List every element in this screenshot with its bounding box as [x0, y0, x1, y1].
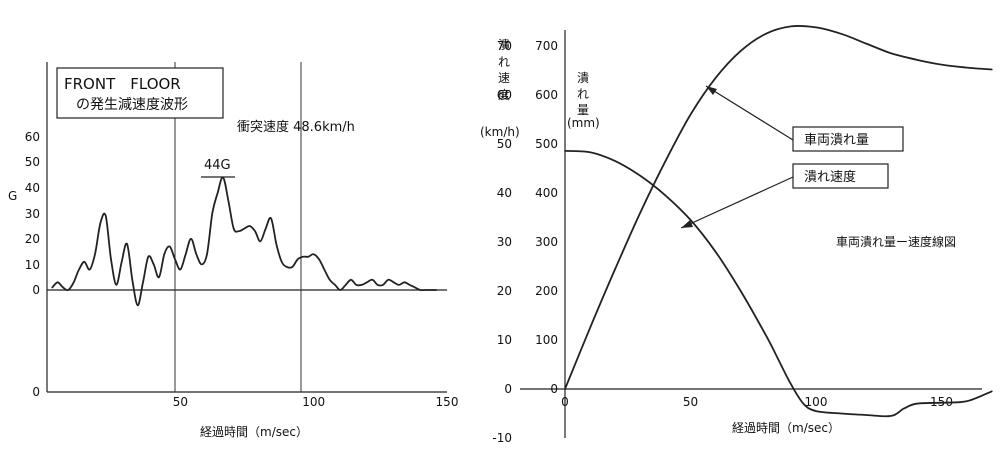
left-y-tick-label: 0 — [32, 283, 40, 297]
right-y1-tick-label: 10 — [497, 333, 512, 347]
right-y1-tick-label: 20 — [497, 284, 512, 298]
right-y1-tick-label: 50 — [497, 137, 512, 151]
crush-speed-axis-label-part: 速 — [498, 71, 510, 85]
left-x-axis-label: 経過時間（m/sec） — [200, 425, 308, 439]
peak-label: 44G — [204, 158, 231, 173]
chart-subtitle: の発生減速度波形 — [76, 96, 188, 113]
left-y-axis-label: G — [8, 189, 17, 203]
right-y2-tick-label: 600 — [535, 88, 558, 102]
crush-amount-series-line — [564, 25, 993, 390]
left-y-tick-label: 20 — [25, 232, 40, 246]
crush-speed-axis-label-part: れ — [498, 55, 510, 69]
crush-amount-axis-label-part: 量 — [577, 103, 589, 117]
right-x-axis-label: 経過時間（m/sec） — [732, 421, 840, 435]
title-box — [56, 67, 224, 119]
right-y2-tick-label: 100 — [535, 333, 558, 347]
right-y1-tick-label: -10 — [492, 431, 512, 445]
left-x-tick-label: 100 — [302, 395, 325, 409]
right-x-tick-label: 0 — [561, 395, 569, 409]
chart-title: FRONT FLOOR — [64, 75, 181, 93]
crush-speed-arrowhead — [681, 220, 693, 228]
collision-speed-annotation: 衝突速度 48.6km/h — [237, 119, 355, 135]
right-x-tick-label: 50 — [683, 395, 698, 409]
crush-speed-axis-label-part: 度 — [498, 87, 510, 102]
right-y2-tick-label: 200 — [535, 284, 558, 298]
crush-speed-axis-label-part: 潰 — [498, 38, 510, 52]
left-x-tick-label: 50 — [173, 395, 188, 409]
left-y-tick-label: 40 — [25, 181, 40, 195]
legend-crush-amount-box — [792, 126, 904, 152]
right-chart-caption: 車両潰れ量ー速度線図 — [836, 234, 956, 249]
legend-crush-speed-label: 潰れ速度 — [804, 169, 856, 185]
right-y1-tick-label: 40 — [497, 186, 512, 200]
left-y-tick-label: 60 — [25, 130, 40, 144]
right-y1-tick-label: 70 — [497, 39, 512, 53]
crush-speed-series-line — [564, 150, 993, 418]
legend-crush-amount-label: 車両潰れ量 — [804, 133, 869, 148]
right-y2-tick-label: 0 — [550, 382, 558, 396]
right-y2-tick-label: 700 — [535, 39, 558, 53]
crush-speed-axis-label: 潰れ速度 (km/h) — [480, 38, 520, 139]
crush-amount-axis-label-part: れ — [577, 87, 589, 101]
right-y2-tick-label: 400 — [535, 186, 558, 200]
crush-speed-leader-line — [680, 176, 794, 229]
crush-amount-axis-label-part: 潰 — [577, 71, 589, 85]
left-y-tick-label: 10 — [25, 258, 40, 272]
right-x-tick-label: 100 — [805, 395, 828, 409]
crush-speed-axis-label-part: (km/h) — [480, 125, 520, 139]
left-y-tick-label: 50 — [25, 155, 40, 169]
legend-crush-speed-box — [792, 163, 889, 189]
left-x-tick-label: 150 — [436, 395, 459, 409]
crush-amount-arrowhead — [706, 86, 717, 95]
crush-amount-axis-label: 潰れ量(mm) — [567, 71, 600, 130]
right-y1-tick-label: 0 — [504, 382, 512, 396]
right-y2-tick-label: 300 — [535, 235, 558, 249]
right-y1-tick-label: 60 — [497, 88, 512, 102]
crush-amount-axis-label-part: (mm) — [567, 116, 600, 130]
crush-amount-leader-line — [705, 85, 794, 141]
left-y-tick-label: 0 — [32, 385, 40, 399]
left-y-tick-label: 30 — [25, 207, 40, 221]
deceleration-chart: 0 0 10 20 30 40 50 60 50 100 150 G FRONT FLOOR の発… — [8, 62, 458, 439]
deceleration-series-line — [51, 176, 438, 307]
right-y2-tick-label: 500 — [535, 137, 558, 151]
right-y1-tick-label: 30 — [497, 235, 512, 249]
